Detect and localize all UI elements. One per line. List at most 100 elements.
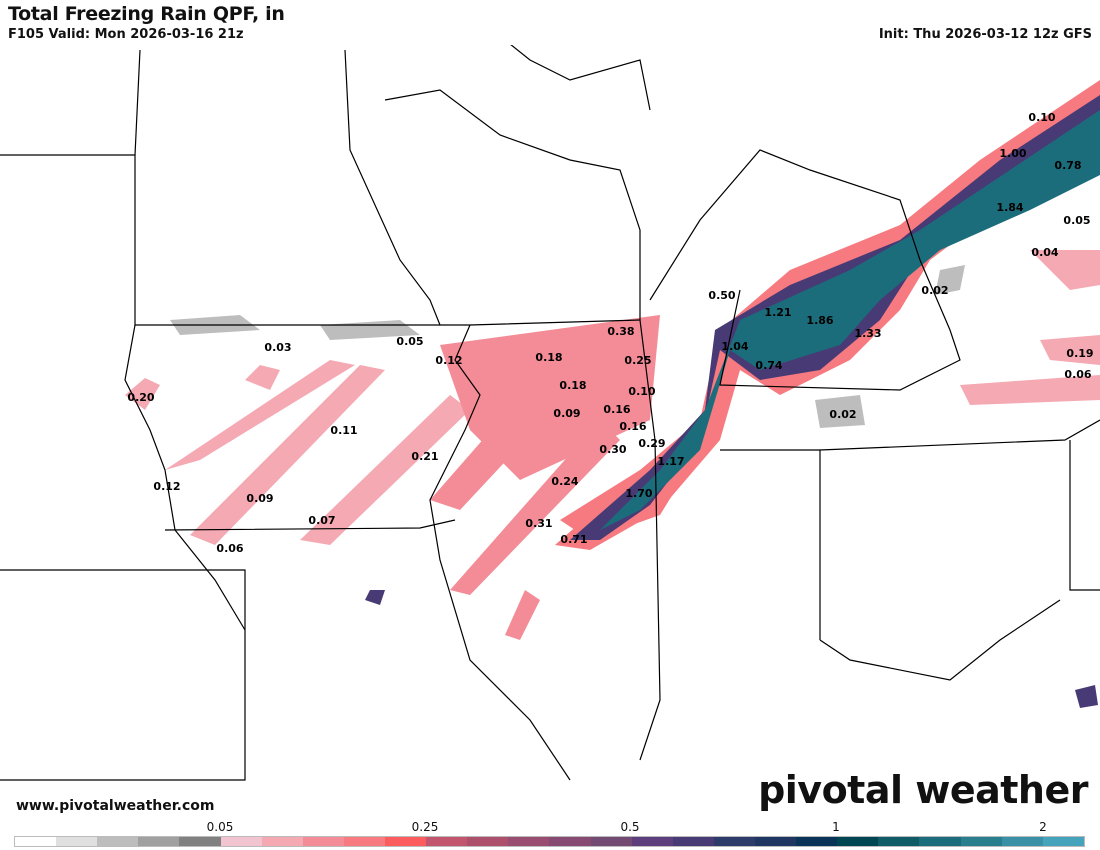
state-border [649,149,961,391]
colorbar-swatch [508,837,550,846]
colorbar-swatch [919,837,961,846]
precip-area [365,590,385,605]
colorbar-swatch [426,837,468,846]
value-label: 0.25 [624,354,651,367]
precip-area [960,375,1100,405]
value-label: 0.38 [607,325,634,338]
precip-area [450,420,620,595]
value-label: 0.18 [535,351,562,364]
colorbar-swatch [15,837,57,846]
value-label: 0.29 [638,437,665,450]
value-label: 0.02 [921,284,948,297]
value-label: 1.17 [657,455,684,468]
colorbar-swatch [590,837,632,846]
init-time: Init: Thu 2026-03-12 12z GFS [878,27,1092,42]
colorbar-tick: 0.5 [620,820,640,834]
value-label: 1.00 [999,147,1026,160]
colorbar-swatch [796,837,838,846]
precip-area [190,365,385,545]
precip-area [1075,685,1098,708]
precip-area [505,590,540,640]
value-label: 0.18 [559,379,586,392]
state-border [344,49,441,326]
value-label: 0.12 [153,480,180,493]
colorbar-swatch [960,837,1002,846]
precip-area [300,395,470,545]
colorbar-swatch [713,837,755,846]
state-border [384,89,641,320]
precip-area [815,395,865,428]
precip-area [1030,250,1100,290]
precip-area [935,265,965,295]
value-label: 0.02 [829,408,856,421]
colorbar-swatch [220,837,262,846]
map-title: Total Freezing Rain QPF, in [8,3,285,25]
precip-area [125,378,160,410]
value-label: 0.30 [599,443,626,456]
value-label: 0.78 [1054,159,1081,172]
state-border [429,324,571,781]
state-border [720,449,821,640]
value-label: 0.10 [628,385,655,398]
precip-area [600,110,1100,530]
value-label: 0.10 [1028,111,1055,124]
value-label: 0.06 [1064,368,1091,381]
value-label: 0.03 [264,341,291,354]
value-label: 0.07 [308,514,335,527]
colorbar-swatch [97,837,139,846]
value-label: 1.86 [806,314,833,327]
website-label: www.pivotalweather.com [14,798,217,814]
value-label: 0.16 [619,420,646,433]
precip-area [245,365,280,390]
value-label: 0.16 [603,403,630,416]
value-label: 1.21 [764,306,791,319]
freezing-rain-map: 0.10 1.00 0.78 1.84 0.05 0.04 0.02 0.50 1.21 1.86… [0,45,1100,781]
precip-area [165,360,355,470]
state-border [819,599,1061,681]
state-border [164,519,456,531]
value-label: 0.50 [708,289,735,302]
value-label: 0.21 [411,450,438,463]
colorbar [14,836,1085,847]
colorbar-swatch [179,837,221,846]
value-label: 0.09 [246,492,273,505]
precip-area [440,315,660,480]
value-label: 0.04 [1031,246,1058,259]
colorbar-swatch [302,837,344,846]
value-label: 0.05 [396,335,423,348]
colorbar-swatch [343,837,385,846]
colorbar-swatch [878,837,920,846]
value-label: 0.31 [525,517,552,530]
precip-shading [125,80,1100,708]
value-label: 1.04 [721,340,748,353]
colorbar-swatch [1042,837,1084,846]
colorbar-swatch [631,837,673,846]
value-label: 0.12 [435,354,462,367]
value-label: 0.06 [216,542,243,555]
state-borders [0,45,1100,781]
colorbar-swatch [754,837,797,846]
colorbar-swatch [837,837,879,846]
value-label: 1.33 [854,327,881,340]
value-label: 0.71 [560,533,587,546]
colorbar-swatch [138,837,180,846]
value-labels: 0.10 1.00 0.78 1.84 0.05 0.04 0.02 0.50 1.21 1.86… [127,111,1093,555]
value-label: 0.11 [330,424,357,437]
state-border [510,45,651,111]
colorbar-swatch [261,837,303,846]
colorbar-swatch [56,837,98,846]
value-label: 0.05 [1063,214,1090,227]
colorbar-swatch [672,837,714,846]
state-border [124,324,246,631]
colorbar-tick: 0.05 [206,820,234,834]
colorbar-tick: 1 [832,820,840,834]
value-label: 0.20 [127,391,154,404]
colorbar-swatch [384,837,427,846]
state-border [639,319,661,761]
state-border [134,49,141,156]
value-label: 0.09 [553,407,580,420]
colorbar-swatch [549,837,591,846]
state-border [0,569,246,781]
brand-logo: pivotal weather [758,768,1088,812]
value-label: 1.70 [625,487,652,500]
